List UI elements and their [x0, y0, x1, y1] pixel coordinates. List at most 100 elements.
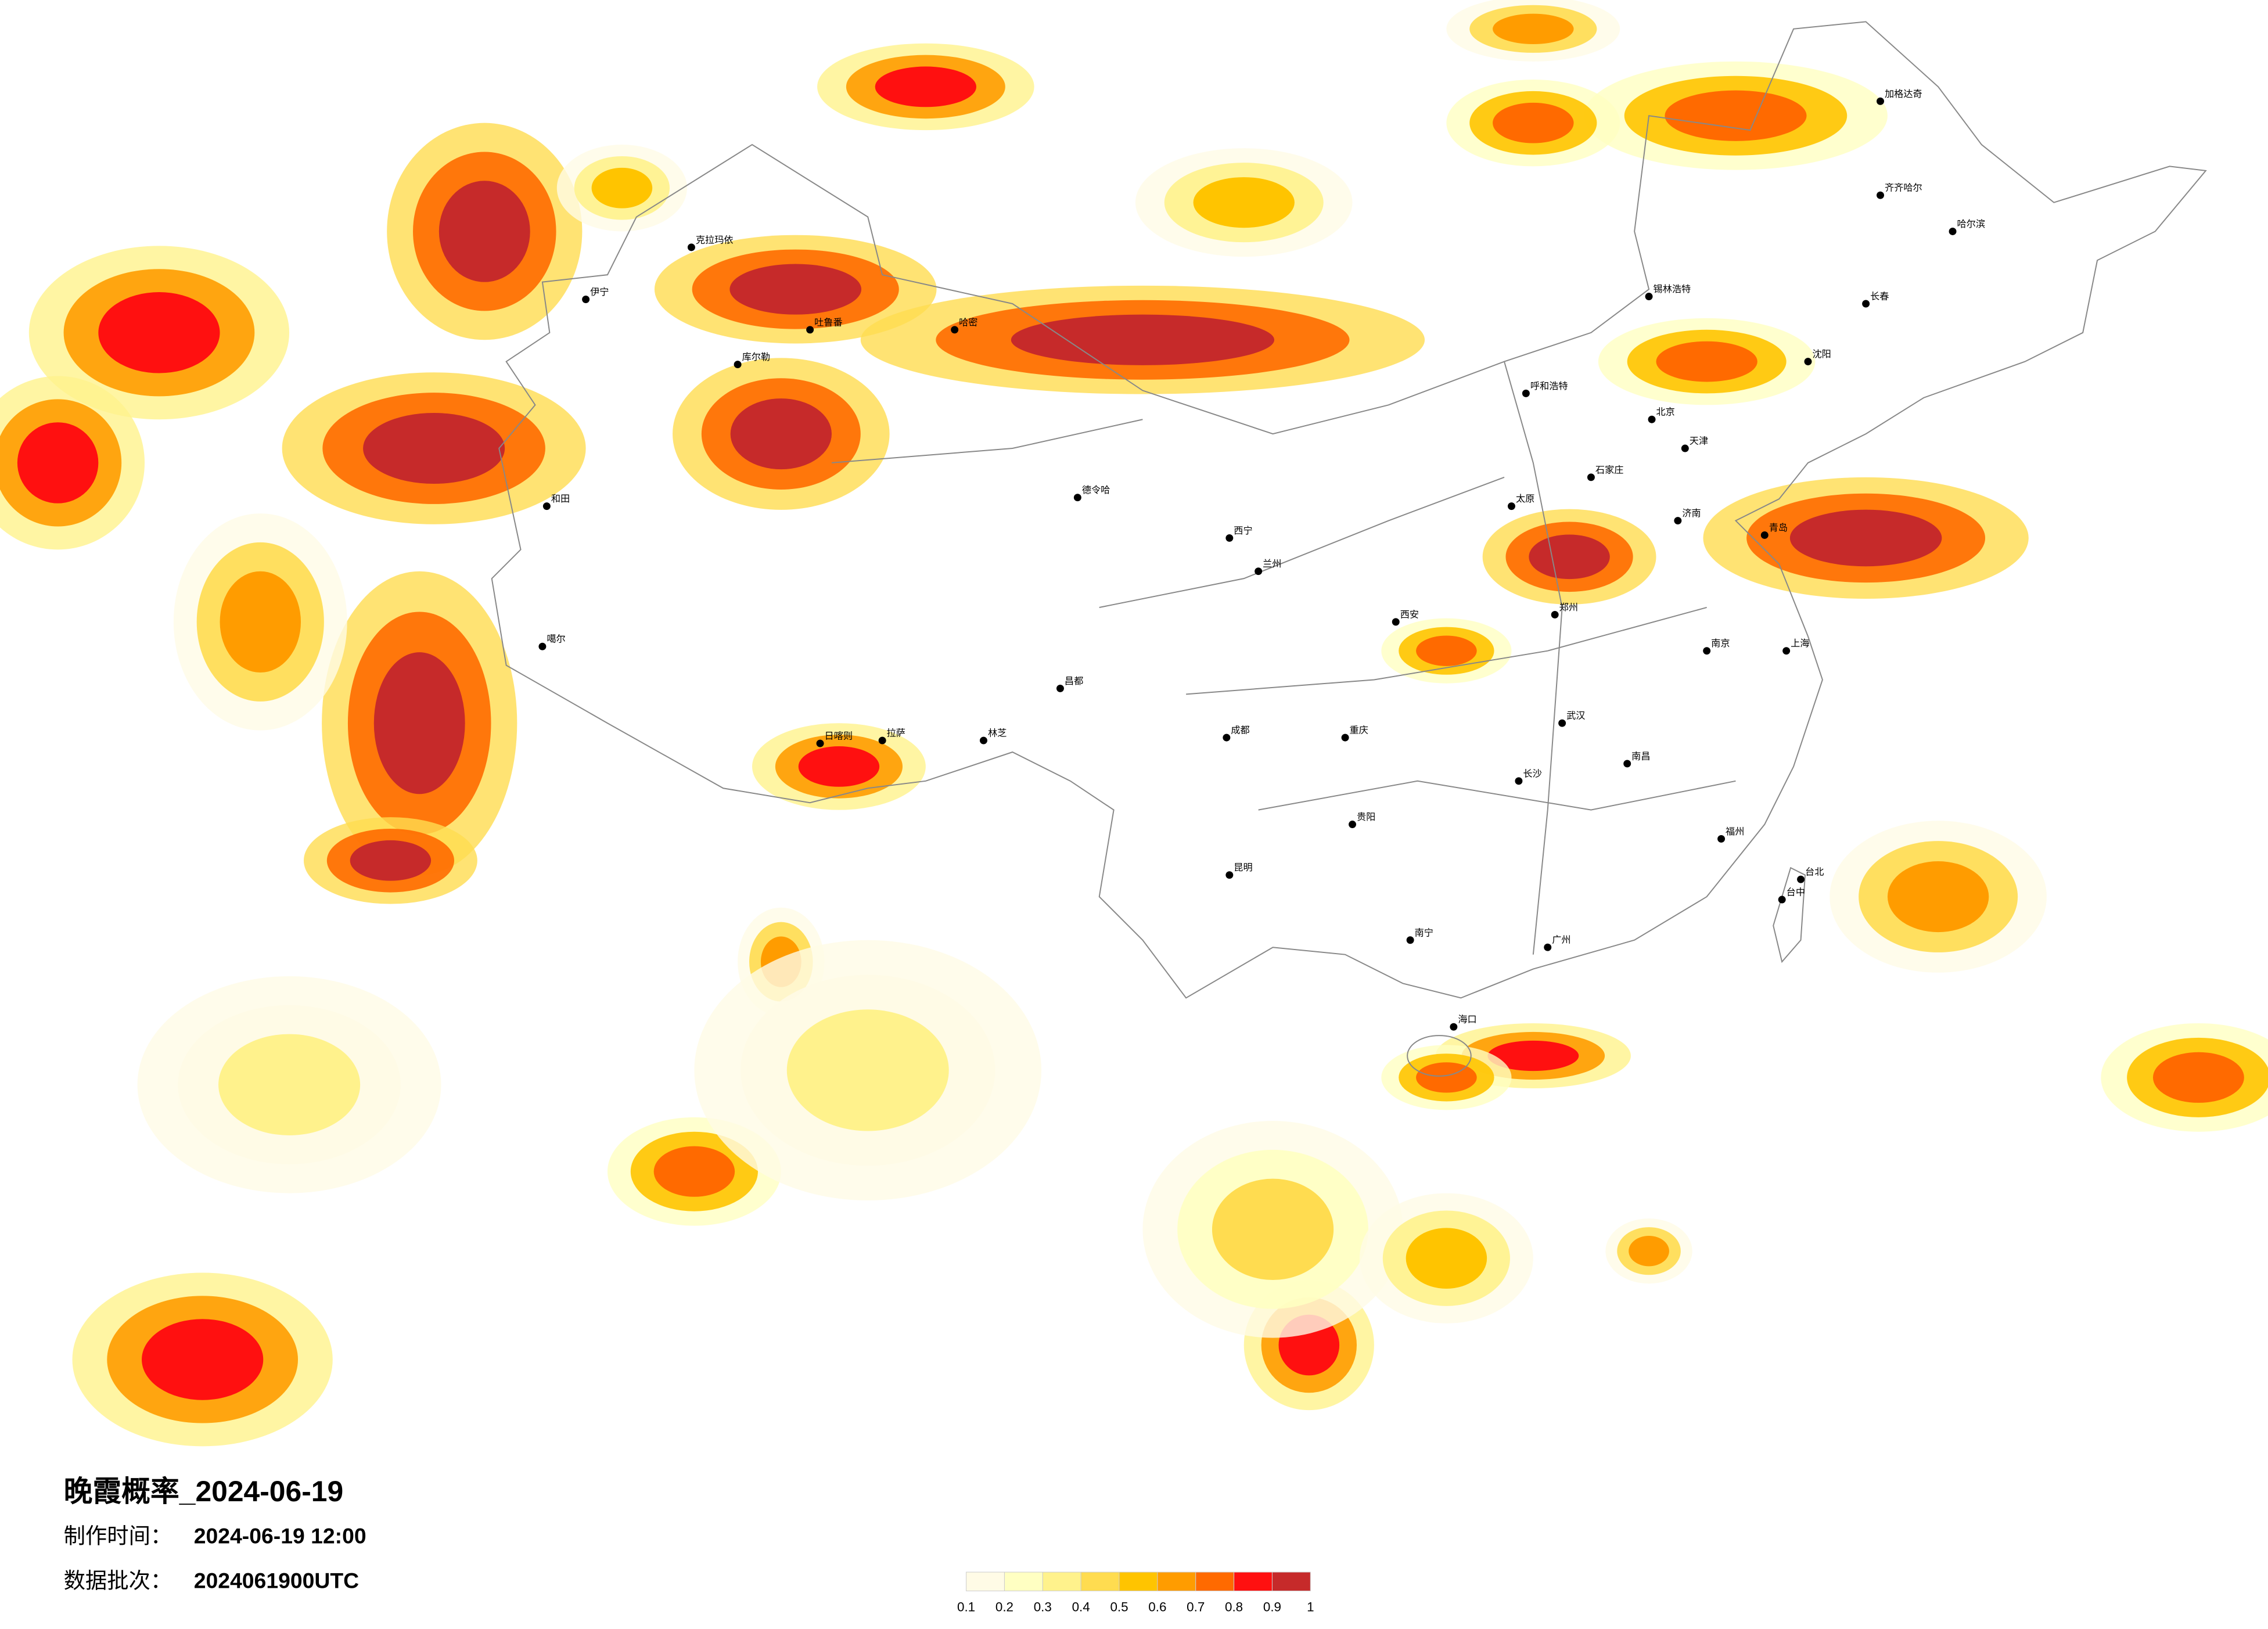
city-dot: [1551, 610, 1559, 618]
heat-core: [1887, 861, 1989, 933]
city-label: 南昌: [1631, 751, 1650, 761]
city-label: 库尔勒: [742, 352, 771, 362]
heat-core: [1665, 90, 1807, 141]
city-dot: [1223, 733, 1231, 742]
heat-core: [1193, 177, 1295, 228]
city-label: 郑州: [1559, 602, 1578, 613]
city-dot: [1949, 227, 1957, 235]
batch-label: 数据批次：: [64, 1568, 172, 1592]
city-label: 长春: [1870, 292, 1889, 302]
city-label: 呼和浩特: [1530, 381, 1568, 391]
colorbar-swatch: [966, 1572, 1005, 1591]
colorbar-swatch: [1119, 1572, 1158, 1591]
country-outline: [491, 21, 2207, 999]
city-dot: [1782, 647, 1791, 655]
city-dot: [538, 642, 547, 650]
heat-core: [875, 66, 977, 107]
made-time: 2024-06-19 12:00: [194, 1523, 366, 1548]
city-dot: [878, 736, 886, 745]
city-dot: [1515, 777, 1523, 785]
city-dot: [1717, 835, 1726, 843]
heat-core: [1789, 509, 1942, 567]
city-dot: [1681, 444, 1689, 452]
city-dot: [1862, 300, 1870, 308]
city-dot: [1507, 502, 1515, 510]
city-dot: [1225, 871, 1234, 879]
city-label: 长沙: [1523, 768, 1541, 779]
colorbar-tick-label: 0.2: [995, 1599, 1013, 1614]
city-label: 林芝: [988, 728, 1007, 739]
colorbar-swatch: [1080, 1572, 1120, 1591]
city-dot: [1760, 531, 1769, 539]
heat-core: [1487, 1040, 1579, 1071]
hainan-outline: [1407, 1035, 1472, 1077]
city-dot: [734, 361, 742, 369]
colorbar-swatch: [1271, 1572, 1311, 1591]
city-dot: [1877, 97, 1884, 105]
heat-core: [1212, 1178, 1334, 1281]
city-dot: [1648, 415, 1656, 423]
city-label: 海口: [1458, 1015, 1476, 1025]
heat-core: [786, 1009, 949, 1131]
colorbar-swatch: [1195, 1572, 1235, 1591]
city-label: 锡林浩特: [1654, 284, 1691, 294]
city-label: 南宁: [1415, 927, 1433, 938]
heat-core: [142, 1319, 264, 1400]
heat-core: [218, 1034, 361, 1135]
city-label: 伊宁: [590, 287, 609, 297]
city-dot: [1587, 473, 1595, 481]
city-dot: [1392, 618, 1400, 626]
city-dot: [1804, 358, 1812, 366]
city-dot: [1645, 293, 1653, 301]
colorbar-tick-label: 0.8: [1225, 1599, 1243, 1614]
heat-core: [98, 292, 220, 373]
taiwan-outline: [1773, 866, 1806, 963]
city-label: 青岛: [1769, 523, 1788, 533]
city-dot: [806, 326, 814, 334]
city-label: 克拉玛依: [696, 235, 734, 245]
colorbar-swatch: [1234, 1572, 1273, 1591]
city-label: 广州: [1552, 935, 1570, 945]
colorbar-tick-label: 0.7: [1187, 1599, 1205, 1614]
city-label: 重庆: [1350, 725, 1368, 736]
colorbar-tick-label: 0.4: [1072, 1599, 1090, 1614]
colorbar-swatch: [1004, 1572, 1043, 1591]
heat-core: [1493, 13, 1574, 44]
city-dot: [1056, 684, 1064, 692]
city-label: 加格达奇: [1885, 89, 1922, 99]
city-dot: [542, 502, 551, 510]
city-label: 石家庄: [1595, 465, 1624, 475]
heat-core: [729, 264, 862, 315]
city-dot: [1073, 494, 1081, 502]
city-label: 哈尔滨: [1957, 219, 1986, 229]
city-dot: [1558, 719, 1566, 727]
colorbar-tick-label: 1: [1307, 1599, 1314, 1614]
heat-core: [1416, 635, 1477, 666]
city-label: 北京: [1656, 407, 1675, 418]
city-label: 拉萨: [887, 728, 905, 739]
colorbar-tick-label: 0.5: [1110, 1599, 1128, 1614]
city-label: 天津: [1690, 436, 1708, 447]
colorbar-tick-label: 0.9: [1263, 1599, 1281, 1614]
city-dot: [1778, 896, 1786, 904]
heat-core: [730, 398, 832, 470]
map-title: 晚霞概率_2024-06-19: [64, 1475, 344, 1508]
city-dot: [1522, 389, 1530, 397]
city-label: 武汉: [1566, 711, 1585, 721]
city-label: 福州: [1726, 826, 1744, 837]
city-dot: [1225, 534, 1234, 542]
city-label: 沈阳: [1812, 349, 1831, 359]
heat-core: [1656, 341, 1757, 382]
city-dot: [1255, 567, 1263, 576]
city-label: 西宁: [1234, 526, 1252, 536]
heat-core: [653, 1146, 735, 1197]
city-dot: [1797, 875, 1805, 883]
city-dot: [1674, 517, 1682, 525]
city-dot: [816, 739, 824, 747]
city-label: 噶尔: [547, 634, 565, 645]
colorbar-swatch: [1157, 1572, 1196, 1591]
city-label: 吐鲁番: [814, 317, 843, 328]
city-dot: [1623, 760, 1631, 768]
